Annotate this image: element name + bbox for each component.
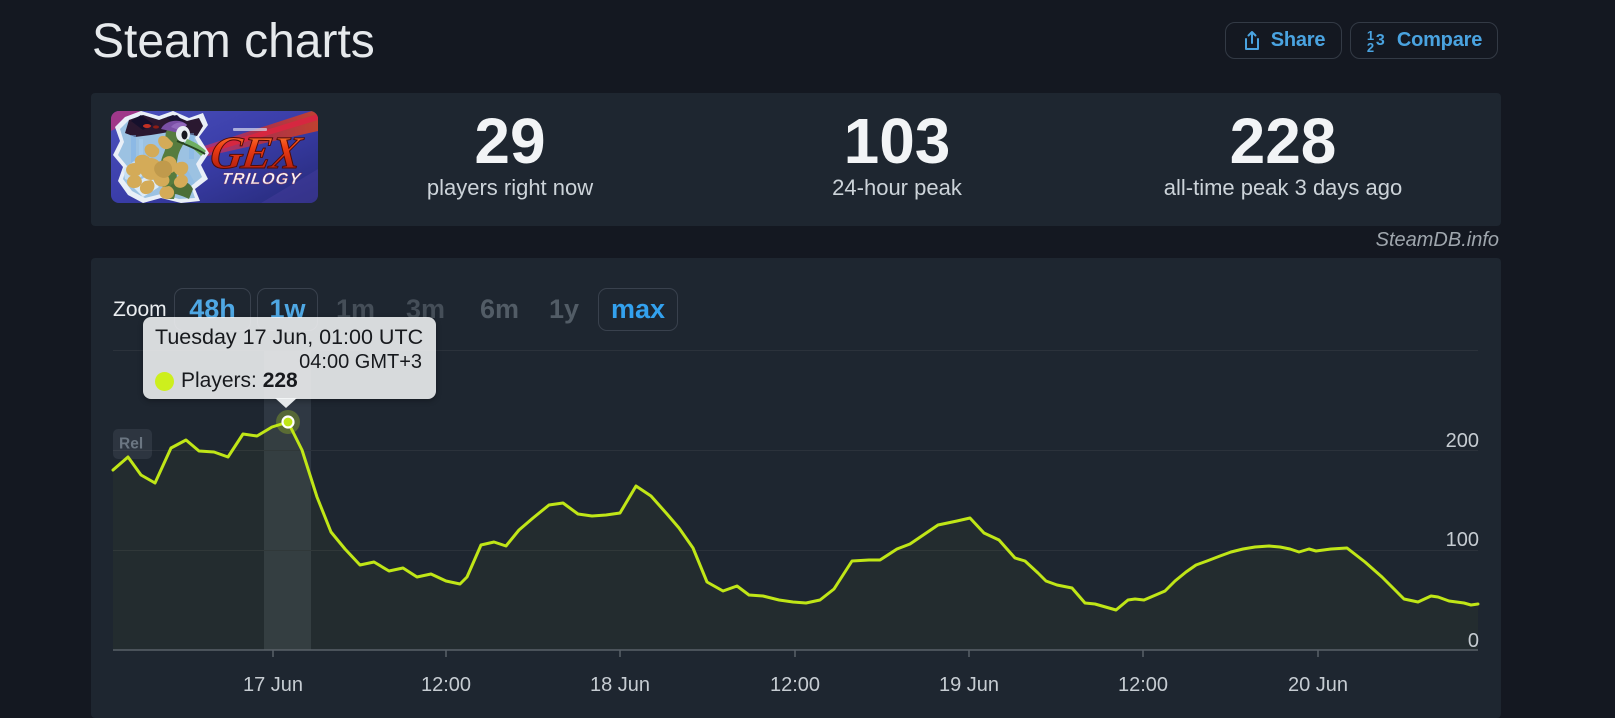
svg-text:TRILOGY: TRILOGY [220,170,302,188]
svg-text:0: 0 [1468,630,1479,652]
svg-text:GEX: GEX [207,127,306,178]
svg-text:200: 200 [1446,430,1479,452]
svg-text:18 Jun: 18 Jun [590,674,650,696]
svg-text:100: 100 [1446,529,1479,551]
svg-text:12:00: 12:00 [421,674,471,696]
svg-text:17 Jun: 17 Jun [243,674,303,696]
svg-text:20 Jun: 20 Jun [1288,674,1348,696]
svg-text:12:00: 12:00 [1118,674,1168,696]
svg-text:12:00: 12:00 [770,674,820,696]
svg-text:19 Jun: 19 Jun [939,674,999,696]
svg-text:Rel: Rel [119,436,143,453]
